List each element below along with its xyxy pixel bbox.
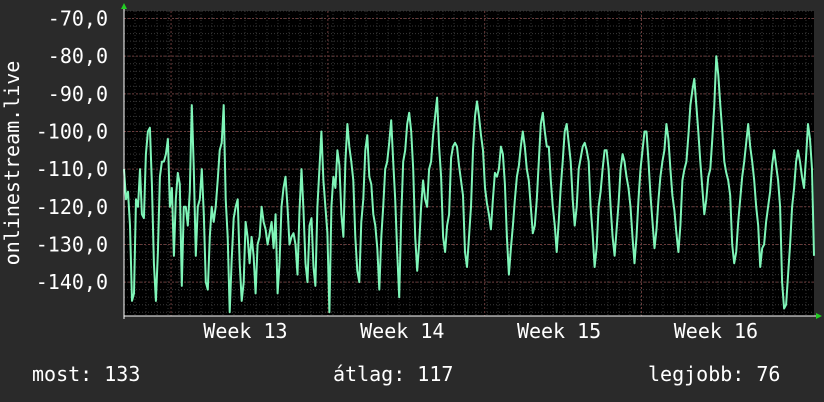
x-tick-label: Week 15 [517,319,601,343]
x-axis-arrow [816,313,822,319]
x-tick-labels: Week 13 Week 14 Week 15 Week 16 [203,319,758,343]
y-tick-label: -140,0 [36,270,108,294]
x-tick-label: Week 16 [674,319,758,343]
stat-current: most: 133 [32,362,141,386]
y-tick-label: -100,0 [36,119,108,143]
y-tick-label: -120,0 [36,195,108,219]
stat-average: átlag: 117 [333,362,454,386]
y-tick-label: -90,0 [48,82,108,106]
x-tick-label: Week 14 [360,319,444,343]
series-line [123,55,815,314]
y-tick-labels: -70,0 -80,0 -90,0 -100,0 -110,0 -120,0 -130,0 -… [36,7,108,295]
stat-best: legjobb: 76 [648,362,781,386]
y-axis-label: onlinestream.live [0,61,24,266]
y-axis-arrow [121,3,127,9]
y-tick-label: -70,0 [48,7,108,31]
y-tick-label: -110,0 [36,157,108,181]
y-tick-label: -80,0 [48,44,108,68]
y-tick-label: -130,0 [36,232,108,256]
line-chart: -70,0 -80,0 -90,0 -100,0 -110,0 -120,0 -130,0 -… [0,3,822,343]
axes [121,3,822,319]
x-tick-label: Week 13 [203,319,287,343]
